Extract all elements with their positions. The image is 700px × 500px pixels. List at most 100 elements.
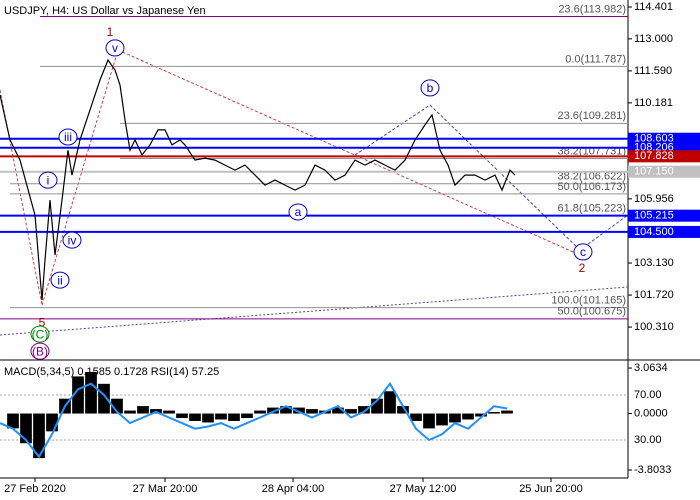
wave-label: i bbox=[47, 173, 50, 187]
y-tick-label: 0.0000 bbox=[634, 407, 668, 419]
histogram-bar bbox=[436, 413, 448, 426]
histogram-bar bbox=[85, 371, 97, 414]
wave-label: iv bbox=[68, 233, 77, 247]
wave-label: b bbox=[427, 81, 434, 95]
histogram-bar bbox=[345, 409, 357, 414]
y-tick-label: -3.8033 bbox=[634, 464, 671, 476]
wave-label: a bbox=[295, 205, 302, 219]
indicator-line bbox=[0, 381, 508, 459]
histogram-bar bbox=[98, 383, 110, 414]
wave-circle bbox=[30, 342, 50, 360]
y-tick-label: 100.310 bbox=[634, 321, 674, 333]
histogram-bar bbox=[163, 410, 175, 414]
trend-line bbox=[0, 286, 629, 336]
x-tick-label: 25 Jun 20:00 bbox=[519, 483, 583, 495]
y-tick-label: 103.130 bbox=[634, 257, 674, 269]
trend-line bbox=[41, 49, 119, 306]
histogram-bar bbox=[137, 406, 149, 414]
wave-circle bbox=[30, 325, 50, 343]
y2-tick-label: 30.00 bbox=[634, 434, 662, 446]
level-label: 105.215 bbox=[634, 210, 674, 222]
fib-label: 38.2(106.622) bbox=[558, 171, 627, 183]
histogram-bar bbox=[7, 413, 19, 429]
histogram-bar bbox=[332, 407, 344, 414]
histogram-bar bbox=[475, 413, 487, 417]
wave-label: c bbox=[580, 245, 586, 259]
chart-title: USDJPY, H4: US Dollar vs Japanese Yen bbox=[4, 5, 206, 17]
histogram-bar bbox=[358, 406, 370, 414]
fib-label: 0.0(111.787) bbox=[565, 53, 626, 65]
histogram-bar bbox=[46, 413, 58, 432]
level-box bbox=[628, 132, 700, 145]
fib-label: 100.0(101.165) bbox=[551, 295, 626, 307]
level-label: 108.603 bbox=[634, 133, 674, 145]
histogram-bar bbox=[72, 376, 84, 414]
histogram-bar bbox=[33, 413, 45, 459]
histogram-bar bbox=[20, 413, 32, 444]
y-tick-label: 111.590 bbox=[634, 65, 672, 77]
y-tick-label: 3.0634 bbox=[634, 362, 668, 374]
fib-label: 23.6(109.281) bbox=[558, 110, 627, 122]
histogram-bar bbox=[423, 413, 435, 429]
histogram-bar bbox=[449, 413, 461, 423]
fib-label: 50.0(106.173) bbox=[558, 181, 627, 193]
x-tick-label: 27 May 12:00 bbox=[390, 483, 457, 495]
wave-label: ii bbox=[57, 273, 62, 287]
histogram-bar bbox=[111, 398, 123, 414]
wave-circle bbox=[50, 271, 70, 289]
histogram-bar bbox=[306, 409, 318, 414]
histogram-bar bbox=[293, 407, 305, 414]
histogram-bar bbox=[189, 413, 201, 421]
trend-line bbox=[117, 49, 581, 256]
histogram-bar bbox=[124, 410, 136, 414]
histogram-bar bbox=[488, 412, 500, 414]
y-tick-label: 114.401 bbox=[634, 1, 673, 13]
y-tick-label: 110.181 bbox=[634, 97, 673, 109]
wave-label: iii bbox=[64, 130, 72, 144]
histogram-bar bbox=[228, 413, 240, 421]
histogram-bar bbox=[280, 406, 292, 414]
level-box bbox=[628, 150, 700, 163]
level-label: 107.150 bbox=[634, 166, 674, 178]
wave-label: (C) bbox=[32, 327, 49, 341]
x-tick-label: 27 Mar 20:00 bbox=[133, 483, 198, 495]
wave-circle bbox=[58, 128, 78, 146]
wave-label: 5 bbox=[39, 315, 46, 329]
fib-label: 61.8(105.223) bbox=[558, 202, 627, 214]
level-label: 107.828 bbox=[634, 150, 674, 162]
indicator-title: MACD(5,34,5) 0.1585 0.1728 RSI(14) 57.25 bbox=[4, 366, 219, 378]
wave-label: (B) bbox=[32, 344, 48, 358]
histogram-bar bbox=[384, 391, 396, 414]
histogram-bar bbox=[202, 413, 214, 423]
x-tick-label: 27 Feb 2020 bbox=[4, 483, 66, 495]
histogram-bar bbox=[254, 410, 266, 414]
wave-circle bbox=[573, 243, 593, 261]
wave-label: v bbox=[112, 41, 118, 55]
wave-circle bbox=[420, 79, 440, 97]
histogram-bar bbox=[267, 407, 279, 414]
y-tick-label: 101.720 bbox=[634, 289, 674, 301]
histogram-bar bbox=[371, 398, 383, 414]
wave-label: 1 bbox=[107, 25, 114, 39]
fib-label: 23.6(113.982) bbox=[558, 3, 626, 15]
wave-label: 2 bbox=[579, 261, 586, 275]
y-tick-label: 105.956 bbox=[634, 193, 674, 205]
x-tick-label: 28 Apr 04:00 bbox=[262, 483, 324, 495]
histogram-bar bbox=[462, 413, 474, 420]
level-box bbox=[628, 209, 700, 222]
histogram-bar bbox=[241, 413, 253, 418]
histogram-bar bbox=[176, 413, 188, 418]
wave-circle bbox=[105, 39, 125, 57]
histogram-bar bbox=[397, 406, 409, 414]
wave-circle bbox=[288, 203, 308, 221]
level-label: 104.500 bbox=[634, 226, 674, 238]
histogram-bar bbox=[215, 413, 227, 420]
trend-line bbox=[354, 104, 431, 156]
wave-circle bbox=[38, 171, 58, 189]
level-box bbox=[628, 165, 700, 178]
histogram-bar bbox=[410, 413, 422, 421]
y-tick-label: 113.000 bbox=[634, 33, 673, 45]
level-box bbox=[628, 225, 700, 238]
y2-tick-label: 70.00 bbox=[634, 389, 662, 401]
